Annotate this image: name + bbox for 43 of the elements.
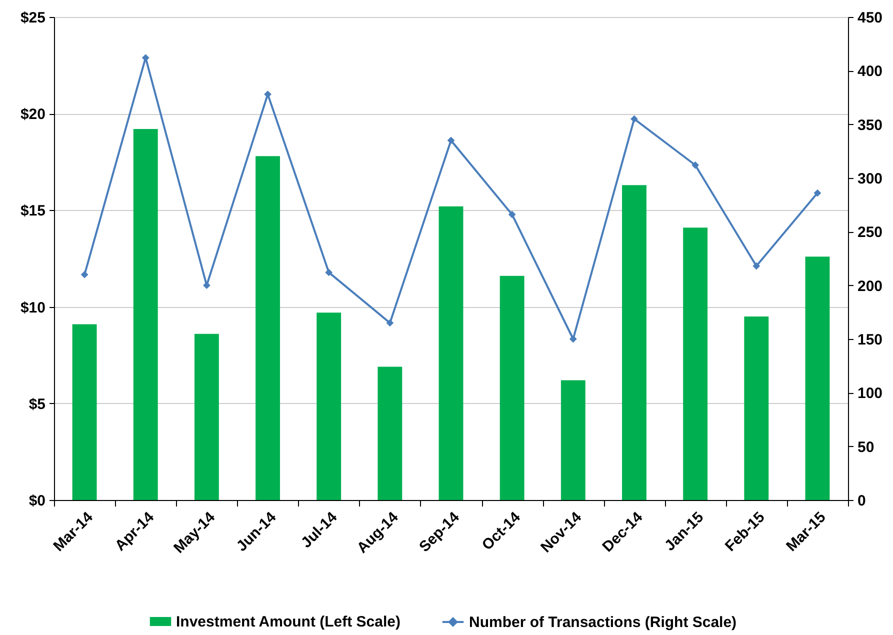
bar xyxy=(316,312,342,500)
point xyxy=(752,262,760,270)
bar xyxy=(256,156,280,500)
point xyxy=(508,210,516,218)
bar xyxy=(744,316,769,500)
point xyxy=(569,335,577,343)
y2-tick-label: 400 xyxy=(858,63,883,80)
bar xyxy=(72,324,97,500)
y-tick-label: $0 xyxy=(28,492,46,510)
point xyxy=(264,90,272,98)
y2-tick-label: 450 xyxy=(858,10,883,26)
point xyxy=(814,189,822,197)
bar xyxy=(133,129,158,500)
point xyxy=(447,136,455,144)
legend-label: Number of Transactions (Right Scale) xyxy=(469,614,737,631)
point xyxy=(386,319,394,327)
bar xyxy=(378,366,402,500)
y2-tick-label: 200 xyxy=(858,278,883,295)
y2-tick-label: 50 xyxy=(858,438,874,456)
bar xyxy=(683,228,708,500)
y-tick-label: $25 xyxy=(20,10,46,26)
y-tick-label: $5 xyxy=(28,396,46,413)
point xyxy=(630,115,638,123)
y2-tick-label: 300 xyxy=(858,170,883,188)
y-tick-label: $15 xyxy=(20,202,46,220)
bar xyxy=(194,334,219,500)
bar xyxy=(622,185,646,500)
bar xyxy=(438,206,464,500)
point xyxy=(202,282,210,290)
y-tick-label: $10 xyxy=(20,299,46,316)
point xyxy=(325,268,333,276)
bar xyxy=(500,276,524,500)
y2-tick-label: 0 xyxy=(858,492,866,510)
point xyxy=(80,270,88,278)
y2-tick-label: 350 xyxy=(858,116,883,134)
y2-tick-label: 150 xyxy=(858,332,883,348)
y-tick-label: $20 xyxy=(20,106,46,124)
y2-tick-label: 250 xyxy=(858,224,883,242)
bar xyxy=(560,380,586,500)
bar xyxy=(805,256,830,500)
legend-label: Investment Amount (Left Scale) xyxy=(176,614,400,630)
y2-tick-label: 100 xyxy=(858,385,883,402)
point xyxy=(692,161,700,169)
